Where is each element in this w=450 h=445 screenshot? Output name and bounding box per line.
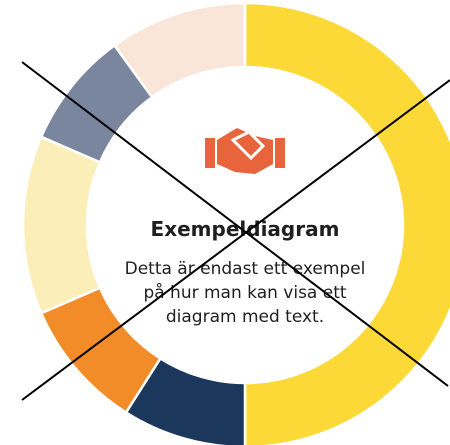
donut-segment (112, 1, 247, 99)
body-text: på hur man kan visa ett (143, 282, 346, 303)
handshake-icon (205, 128, 285, 174)
body-text: Detta är endast ett exempel (125, 259, 366, 279)
chart-title: Exempeldiagram (151, 217, 340, 241)
cross-line (21, 79, 450, 401)
cross-line (21, 61, 449, 387)
donut (21, 1, 450, 445)
body-text: diagram med text. (166, 307, 324, 327)
donut-segment (21, 135, 102, 315)
